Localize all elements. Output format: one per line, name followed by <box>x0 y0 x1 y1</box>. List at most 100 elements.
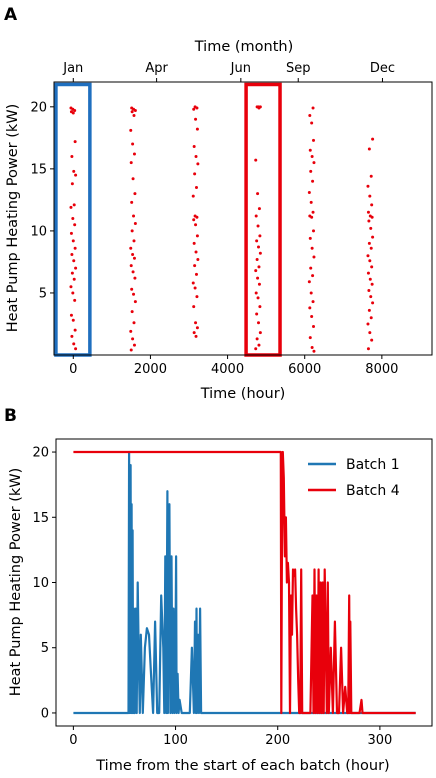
scatter-point <box>254 291 258 295</box>
scatter-point <box>69 285 73 289</box>
scatter-point <box>70 182 74 186</box>
scatter-point <box>70 334 74 338</box>
scatter-point <box>194 223 198 227</box>
y-tick-label: 10 <box>32 576 49 591</box>
scatter-point <box>192 305 196 309</box>
scatter-point <box>70 154 74 158</box>
x-tick-label: 4000 <box>211 362 244 377</box>
scatter-point <box>368 331 372 335</box>
scatter-point <box>257 321 261 325</box>
scatter-point <box>70 252 74 256</box>
scatter-point <box>132 239 136 243</box>
scatter-point <box>73 298 77 302</box>
scatter-point <box>73 328 77 332</box>
scatter-point <box>310 215 314 219</box>
scatter-point <box>310 315 314 319</box>
scatter-point <box>193 172 197 176</box>
scatter-point <box>69 313 73 317</box>
scatter-point <box>195 215 199 219</box>
scatter-point <box>257 106 261 110</box>
x-tick-label: 6000 <box>288 362 321 377</box>
scatter-point <box>130 110 134 114</box>
scatter-point <box>129 329 133 333</box>
top-tick-label: Sep <box>286 61 311 76</box>
scatter-point <box>310 154 314 158</box>
y-tick-label: 15 <box>30 162 47 177</box>
scatter-point <box>132 256 136 260</box>
x-tick-label: 8000 <box>365 362 398 377</box>
scatter-points <box>69 105 375 353</box>
y-tick-label: 5 <box>39 286 47 301</box>
panel-a-frame <box>53 81 433 356</box>
scatter-point <box>73 223 77 227</box>
scatter-point <box>311 300 315 304</box>
panel-b-y-ticks: 0 5 10 15 20 <box>32 446 56 721</box>
scatter-point <box>131 252 135 256</box>
scatter-point <box>310 346 314 350</box>
scatter-point <box>258 305 262 309</box>
scatter-point <box>192 218 196 222</box>
scatter-point <box>370 265 374 269</box>
scatter-point <box>254 347 258 351</box>
scatter-point <box>311 274 315 278</box>
scatter-point <box>255 312 259 316</box>
line-series <box>73 450 416 715</box>
y-tick-label: 10 <box>30 224 47 239</box>
scatter-point <box>74 347 78 351</box>
scatter-point <box>73 140 77 144</box>
scatter-point <box>70 271 74 275</box>
scatter-point <box>309 200 313 204</box>
scatter-point <box>255 337 259 341</box>
scatter-point <box>129 128 133 132</box>
panel-a-y-ticks: 5 10 15 20 <box>30 100 54 301</box>
scatter-point <box>254 158 258 162</box>
scatter-point <box>369 295 373 299</box>
scatter-point <box>129 348 133 352</box>
scatter-point <box>132 292 136 296</box>
scatter-point <box>367 241 371 245</box>
scatter-point <box>131 177 135 181</box>
scatter-point <box>193 286 197 290</box>
scatter-point <box>72 169 76 173</box>
legend-label: Batch 1 <box>346 457 400 473</box>
scatter-point <box>133 221 137 225</box>
scatter-point <box>194 117 198 121</box>
scatter-point <box>311 210 315 214</box>
scatter-point <box>307 280 311 284</box>
scatter-point <box>195 234 199 238</box>
scatter-point <box>256 192 260 196</box>
scatter-point <box>72 342 76 346</box>
scatter-point <box>366 254 370 258</box>
scatter-point <box>131 337 135 341</box>
scatter-point <box>371 235 375 239</box>
scatter-point <box>309 266 313 270</box>
panel-b-x-ticks: 0 100 200 300 <box>69 726 392 748</box>
x-tick-label: 0 <box>69 362 77 377</box>
scatter-point <box>195 326 199 330</box>
panel-b-label: B <box>4 406 17 426</box>
scatter-point <box>370 215 374 219</box>
panel-a-label: A <box>4 5 18 25</box>
scatter-point <box>255 239 259 243</box>
scatter-point <box>367 219 371 223</box>
scatter-point <box>368 259 372 263</box>
top-tick-label: Jan <box>62 61 83 76</box>
scatter-point <box>195 106 199 110</box>
scatter-point <box>370 338 374 342</box>
scatter-point <box>366 347 370 351</box>
scatter-point <box>194 250 198 254</box>
y-tick-label: 5 <box>41 641 49 656</box>
y-tick-label: 20 <box>32 446 49 461</box>
scatter-point <box>312 324 316 328</box>
scatter-point <box>133 276 137 280</box>
scatter-point <box>73 246 77 250</box>
scatter-point <box>192 107 196 111</box>
legend: Batch 1 Batch 4 <box>308 457 400 499</box>
scatter-point <box>257 265 261 269</box>
scatter-point <box>191 194 195 198</box>
scatter-point <box>257 207 261 211</box>
scatter-point <box>130 287 134 291</box>
scatter-point <box>73 109 77 113</box>
panel-b-x-label: Time from the start of each batch (hour) <box>95 758 389 774</box>
